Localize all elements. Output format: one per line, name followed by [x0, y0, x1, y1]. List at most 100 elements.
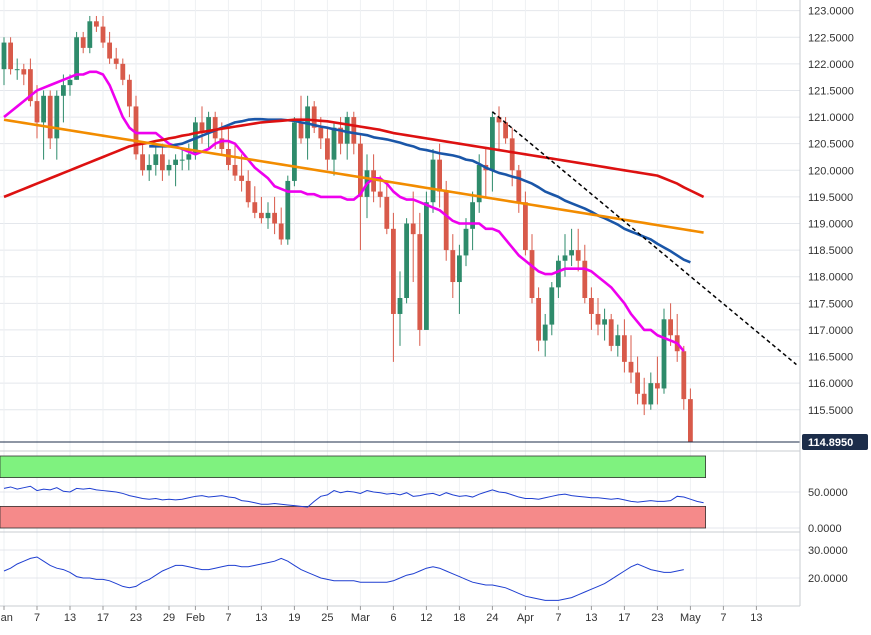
- candle-body[interactable]: [681, 351, 687, 400]
- candle-body[interactable]: [206, 117, 211, 134]
- candle-body[interactable]: [549, 287, 555, 325]
- candle-body[interactable]: [661, 319, 667, 389]
- candle-body[interactable]: [688, 399, 693, 442]
- candle-body[interactable]: [655, 383, 660, 389]
- candlestick-series[interactable]: [1, 15, 693, 442]
- candle-body[interactable]: [285, 180, 291, 240]
- candle-body[interactable]: [120, 63, 126, 80]
- candle-body[interactable]: [562, 255, 568, 261]
- candle-body[interactable]: [140, 154, 145, 171]
- candle-body[interactable]: [87, 21, 93, 48]
- candle-body[interactable]: [377, 191, 383, 197]
- candle-body[interactable]: [648, 383, 654, 405]
- candle-body[interactable]: [54, 95, 60, 139]
- candle-body[interactable]: [239, 175, 244, 181]
- candle-body[interactable]: [21, 69, 27, 75]
- candle-body[interactable]: [470, 202, 475, 229]
- candle-body[interactable]: [133, 106, 139, 155]
- candle-body[interactable]: [94, 21, 99, 27]
- candle-body[interactable]: [1, 42, 7, 70]
- candle-body[interactable]: [628, 361, 634, 373]
- candle-body[interactable]: [351, 117, 357, 144]
- candle-body[interactable]: [490, 117, 495, 171]
- candle-body[interactable]: [602, 319, 607, 325]
- candle-body[interactable]: [516, 170, 522, 203]
- candle-body[interactable]: [371, 170, 376, 192]
- candle-body[interactable]: [496, 117, 502, 123]
- candle-body[interactable]: [589, 298, 594, 314]
- candle-body[interactable]: [391, 228, 396, 314]
- candle-body[interactable]: [608, 319, 614, 346]
- candle-body[interactable]: [668, 319, 673, 336]
- candle-body[interactable]: [67, 79, 73, 86]
- candle-body[interactable]: [397, 298, 403, 314]
- candle-body[interactable]: [127, 79, 132, 107]
- candle-body[interactable]: [100, 26, 106, 43]
- candle-body[interactable]: [463, 228, 469, 256]
- candle-body[interactable]: [160, 154, 165, 171]
- candle-body[interactable]: [61, 85, 66, 96]
- candle-body[interactable]: [74, 37, 79, 80]
- candle-body[interactable]: [542, 324, 548, 341]
- candle-body[interactable]: [595, 313, 601, 325]
- candle-body[interactable]: [569, 250, 574, 256]
- candle-body[interactable]: [641, 393, 647, 405]
- candle-body[interactable]: [457, 255, 462, 283]
- candle-body[interactable]: [424, 202, 429, 330]
- candle-body[interactable]: [615, 335, 621, 346]
- candle-body[interactable]: [529, 250, 535, 298]
- candle-body[interactable]: [622, 335, 627, 362]
- candle-body[interactable]: [417, 234, 423, 330]
- candle-body[interactable]: [34, 101, 40, 123]
- candle-body[interactable]: [450, 250, 456, 283]
- candle-body[interactable]: [476, 164, 482, 203]
- candle-body[interactable]: [523, 202, 528, 251]
- candle-body[interactable]: [219, 138, 225, 149]
- candle-body[interactable]: [536, 298, 541, 341]
- candle-body[interactable]: [265, 212, 271, 219]
- candle-body[interactable]: [437, 159, 442, 192]
- candle-body[interactable]: [41, 95, 46, 123]
- candle-body[interactable]: [245, 180, 251, 203]
- candle-body[interactable]: [384, 196, 390, 229]
- candle-body[interactable]: [252, 202, 258, 213]
- candle-body[interactable]: [153, 154, 159, 165]
- candle-body[interactable]: [166, 164, 172, 171]
- candle-body[interactable]: [199, 122, 205, 134]
- candle-body[interactable]: [146, 164, 152, 171]
- candle-body[interactable]: [14, 69, 20, 71]
- candle-body[interactable]: [278, 223, 284, 240]
- candle-body[interactable]: [344, 117, 350, 144]
- candle-body[interactable]: [503, 122, 508, 139]
- candle-body[interactable]: [318, 127, 324, 139]
- candle-body[interactable]: [80, 37, 86, 48]
- candle-body[interactable]: [107, 42, 112, 59]
- candle-body[interactable]: [173, 159, 178, 165]
- candle-body[interactable]: [186, 154, 192, 160]
- candle-body[interactable]: [272, 212, 277, 224]
- candle-body[interactable]: [298, 122, 304, 139]
- candle-body[interactable]: [325, 138, 330, 160]
- candle-body[interactable]: [430, 159, 436, 203]
- candle-body[interactable]: [311, 106, 317, 128]
- candle-body[interactable]: [509, 138, 515, 171]
- candle-body[interactable]: [635, 372, 640, 394]
- candle-body[interactable]: [338, 127, 343, 144]
- candle-body[interactable]: [232, 164, 238, 176]
- candle-body[interactable]: [443, 191, 449, 251]
- candle-body[interactable]: [47, 95, 53, 139]
- candle-body[interactable]: [292, 122, 297, 181]
- candle-body[interactable]: [259, 212, 264, 219]
- candle-body[interactable]: [113, 58, 119, 64]
- candle-body[interactable]: [8, 42, 13, 70]
- candle-body[interactable]: [582, 260, 588, 298]
- candle-body[interactable]: [179, 159, 185, 161]
- candle-body[interactable]: [331, 127, 337, 160]
- candle-body[interactable]: [556, 260, 561, 288]
- candle-body[interactable]: [404, 223, 409, 299]
- candle-body[interactable]: [28, 69, 33, 102]
- candle-body[interactable]: [212, 117, 218, 139]
- candle-body[interactable]: [410, 223, 416, 235]
- candle-body[interactable]: [575, 250, 581, 261]
